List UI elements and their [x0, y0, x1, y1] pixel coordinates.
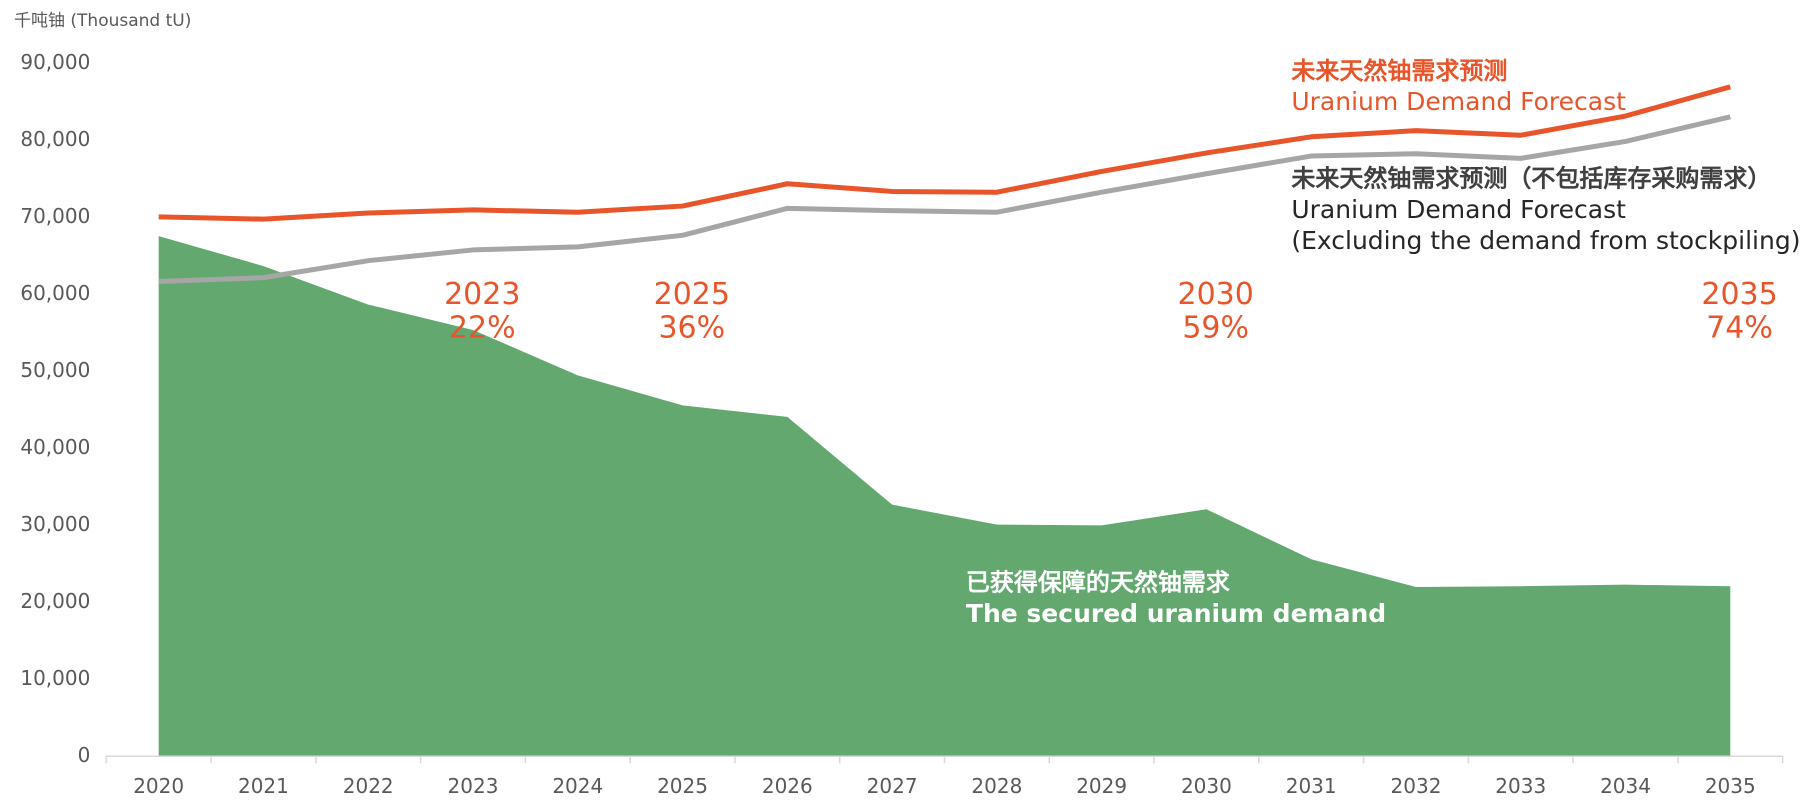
x-tick-label: 2020 [133, 774, 184, 797]
x-tick-label: 2029 [1076, 774, 1127, 797]
line [158, 114, 1731, 284]
series-label: 未来天然铀需求预测 [1291, 57, 1507, 85]
x-tick-label: 2034 [1600, 774, 1651, 797]
y-tick-label: 70,000 [20, 204, 90, 228]
series-label-line: Uranium Demand Forecast [1291, 87, 1626, 116]
x-tick-label: 2033 [1495, 774, 1546, 797]
series-label-line: The secured uranium demand [966, 599, 1386, 628]
y-tick-label: 90,000 [20, 50, 90, 74]
line [158, 84, 1731, 222]
annotation-year: 2023 [444, 277, 520, 312]
y-tick-label: 60,000 [20, 281, 90, 305]
x-tick-label: 2031 [1286, 774, 1337, 797]
y-tick-label: 30,000 [20, 512, 90, 536]
x-tick-label: 2028 [971, 774, 1022, 797]
x-tick-label: 2024 [552, 774, 603, 797]
y-tick-label: 20,000 [20, 589, 90, 613]
x-tick-label: 2025 [657, 774, 708, 797]
annotation-share: 22% [449, 310, 516, 345]
x-tick-label: 2026 [762, 774, 813, 797]
series-label-line: (Excluding the demand from stockpiling) [1291, 226, 1800, 255]
y-tick-label: 40,000 [20, 435, 90, 459]
series-label-line: Uranium Demand Forecast [1291, 195, 1626, 224]
x-tick-label: 2030 [1181, 774, 1232, 797]
axis-title: 千吨铀 (Thousand tU) [14, 11, 191, 31]
annotation-year: 2030 [1178, 277, 1254, 312]
x-tick-label: 2021 [238, 774, 289, 797]
y-tick-label: 50,000 [20, 358, 90, 382]
x-tick-label: 2035 [1705, 774, 1756, 797]
x-tick-label: 2032 [1391, 774, 1442, 797]
annotation-share: 74% [1706, 310, 1773, 345]
annotation-year: 2035 [1701, 277, 1777, 312]
x-tick-label: 2027 [867, 774, 918, 797]
y-tick-label: 80,000 [20, 127, 90, 151]
y-tick-label: 0 [78, 743, 91, 767]
x-tick-label: 2022 [343, 774, 394, 797]
annotation-share: 36% [658, 310, 725, 345]
x-tick-label: 2023 [448, 774, 499, 797]
annotation-year: 2025 [654, 277, 730, 312]
area [158, 236, 1731, 757]
series-label: 已获得保障的天然铀需求 [966, 569, 1230, 597]
y-tick-label: 10,000 [20, 666, 90, 690]
series-label: 未来天然铀需求预测（不包括库存采购需求） [1291, 165, 1771, 193]
annotation-share: 59% [1182, 310, 1249, 345]
